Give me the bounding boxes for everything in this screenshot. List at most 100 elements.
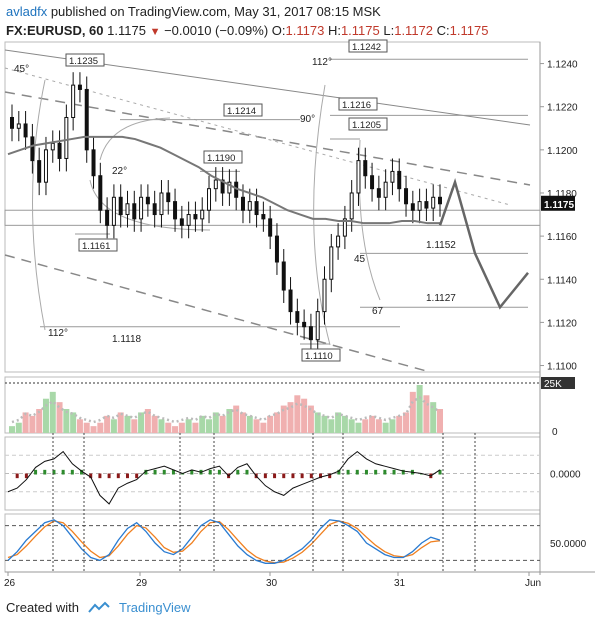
candle-body [336, 235, 341, 248]
gann-arc [313, 84, 331, 346]
channel-dashed-line [4, 91, 531, 186]
candle-body [261, 214, 266, 220]
histogram-bar [61, 469, 65, 475]
open-label: O: [271, 23, 286, 38]
candle-body [376, 188, 381, 198]
y-tick-label: 1.1200 [547, 146, 578, 157]
candle-body [370, 175, 375, 190]
volume-bar [335, 412, 342, 433]
volume-bar [56, 402, 63, 433]
histogram-bar [162, 469, 166, 475]
volume-bar [355, 422, 362, 433]
volume-bar [124, 415, 131, 433]
candle-body [30, 136, 35, 162]
moving-average-line [7, 135, 440, 225]
price-label-box [348, 39, 388, 53]
volume-bar [430, 402, 437, 433]
x-tick-label: 31 [394, 578, 406, 589]
open-value: 1.1173 [285, 23, 325, 38]
histogram-bar [383, 469, 387, 475]
candle-body [132, 203, 137, 220]
volume-tag [541, 377, 575, 389]
volume-bar [42, 398, 49, 433]
candle-body [91, 149, 96, 177]
candle-body [356, 160, 361, 194]
candle-body [397, 170, 402, 190]
volume-bar [301, 398, 308, 433]
candle-body [240, 196, 245, 211]
candle-body [417, 201, 422, 211]
price-label-box [203, 150, 243, 164]
histogram-bar [107, 473, 111, 479]
candle-body [37, 160, 42, 183]
histogram-bar [309, 473, 313, 479]
last-price: 1.1175 [107, 23, 146, 38]
histogram-bar [328, 473, 332, 479]
price-label: 1.1214 [227, 106, 256, 117]
oscillator-line [7, 450, 441, 505]
close-label: C: [436, 23, 450, 38]
fib-label: 67 [372, 306, 384, 317]
x-tick-label: Jun [525, 578, 541, 589]
price-label-box [338, 97, 378, 111]
volume-bar [233, 405, 240, 433]
volume-bar [212, 412, 219, 433]
y-tick-label: 1.1140 [547, 275, 577, 286]
candle-body [302, 321, 307, 328]
volume-bar [403, 412, 410, 433]
created-with-label: Created with [6, 600, 79, 615]
volume-bar [280, 405, 287, 433]
volume-bar [97, 422, 104, 433]
author-link[interactable]: avladfx [6, 4, 48, 19]
volume-bar [63, 409, 70, 433]
volume-bar [239, 412, 246, 433]
histogram-bar [364, 469, 368, 475]
candle-body [438, 196, 442, 205]
volume-bar [294, 395, 301, 433]
candle-body [295, 311, 300, 323]
candle-body [159, 192, 164, 216]
y-tick-label: 1.1240 [547, 60, 578, 71]
tradingview-logo-icon [88, 601, 110, 613]
footer: Created with TradingView [6, 600, 191, 615]
candle-body [98, 175, 103, 211]
angle-label: 22° [112, 166, 127, 177]
volume-tag-label: 25K [544, 379, 562, 390]
last-price-tag-label: 1.1175 [544, 200, 574, 211]
candle-body [268, 218, 273, 237]
volume-bar [348, 419, 355, 433]
symbol-label: FX:EURUSD, 60 [6, 23, 104, 38]
candle-body [247, 201, 252, 211]
histogram-bar [346, 469, 350, 475]
candle-body [111, 196, 116, 226]
tradingview-link[interactable]: TradingView [118, 600, 191, 615]
y-tick-label: 1.1180 [547, 189, 577, 200]
volume-bar [165, 422, 172, 433]
volume-bar [15, 422, 22, 433]
panel-frame-0 [4, 41, 541, 373]
candle-body [363, 160, 368, 177]
candle-body [77, 84, 82, 90]
histogram-bar [263, 473, 267, 479]
volume-bar [70, 412, 77, 433]
candle-body [23, 123, 28, 138]
volume-bar [267, 415, 274, 433]
volume-bar [382, 422, 389, 433]
candle-body [105, 209, 110, 226]
price-label: 1.1216 [342, 100, 371, 111]
candle-body [152, 203, 157, 216]
candle-body [274, 235, 279, 263]
volume-bar [172, 426, 179, 433]
candle-body [16, 123, 21, 129]
volume-bar [437, 409, 443, 433]
x-tick-label: 26 [4, 578, 16, 589]
candle-body [179, 218, 184, 226]
volume-bar [416, 385, 423, 433]
price-label: 1.1235 [69, 56, 98, 67]
histogram-bar [34, 469, 38, 475]
y-tick-label: 1.1100 [547, 362, 577, 373]
histogram-bar [208, 469, 212, 475]
y-tick-label: 1.1220 [547, 103, 578, 114]
candle-body [207, 188, 212, 211]
